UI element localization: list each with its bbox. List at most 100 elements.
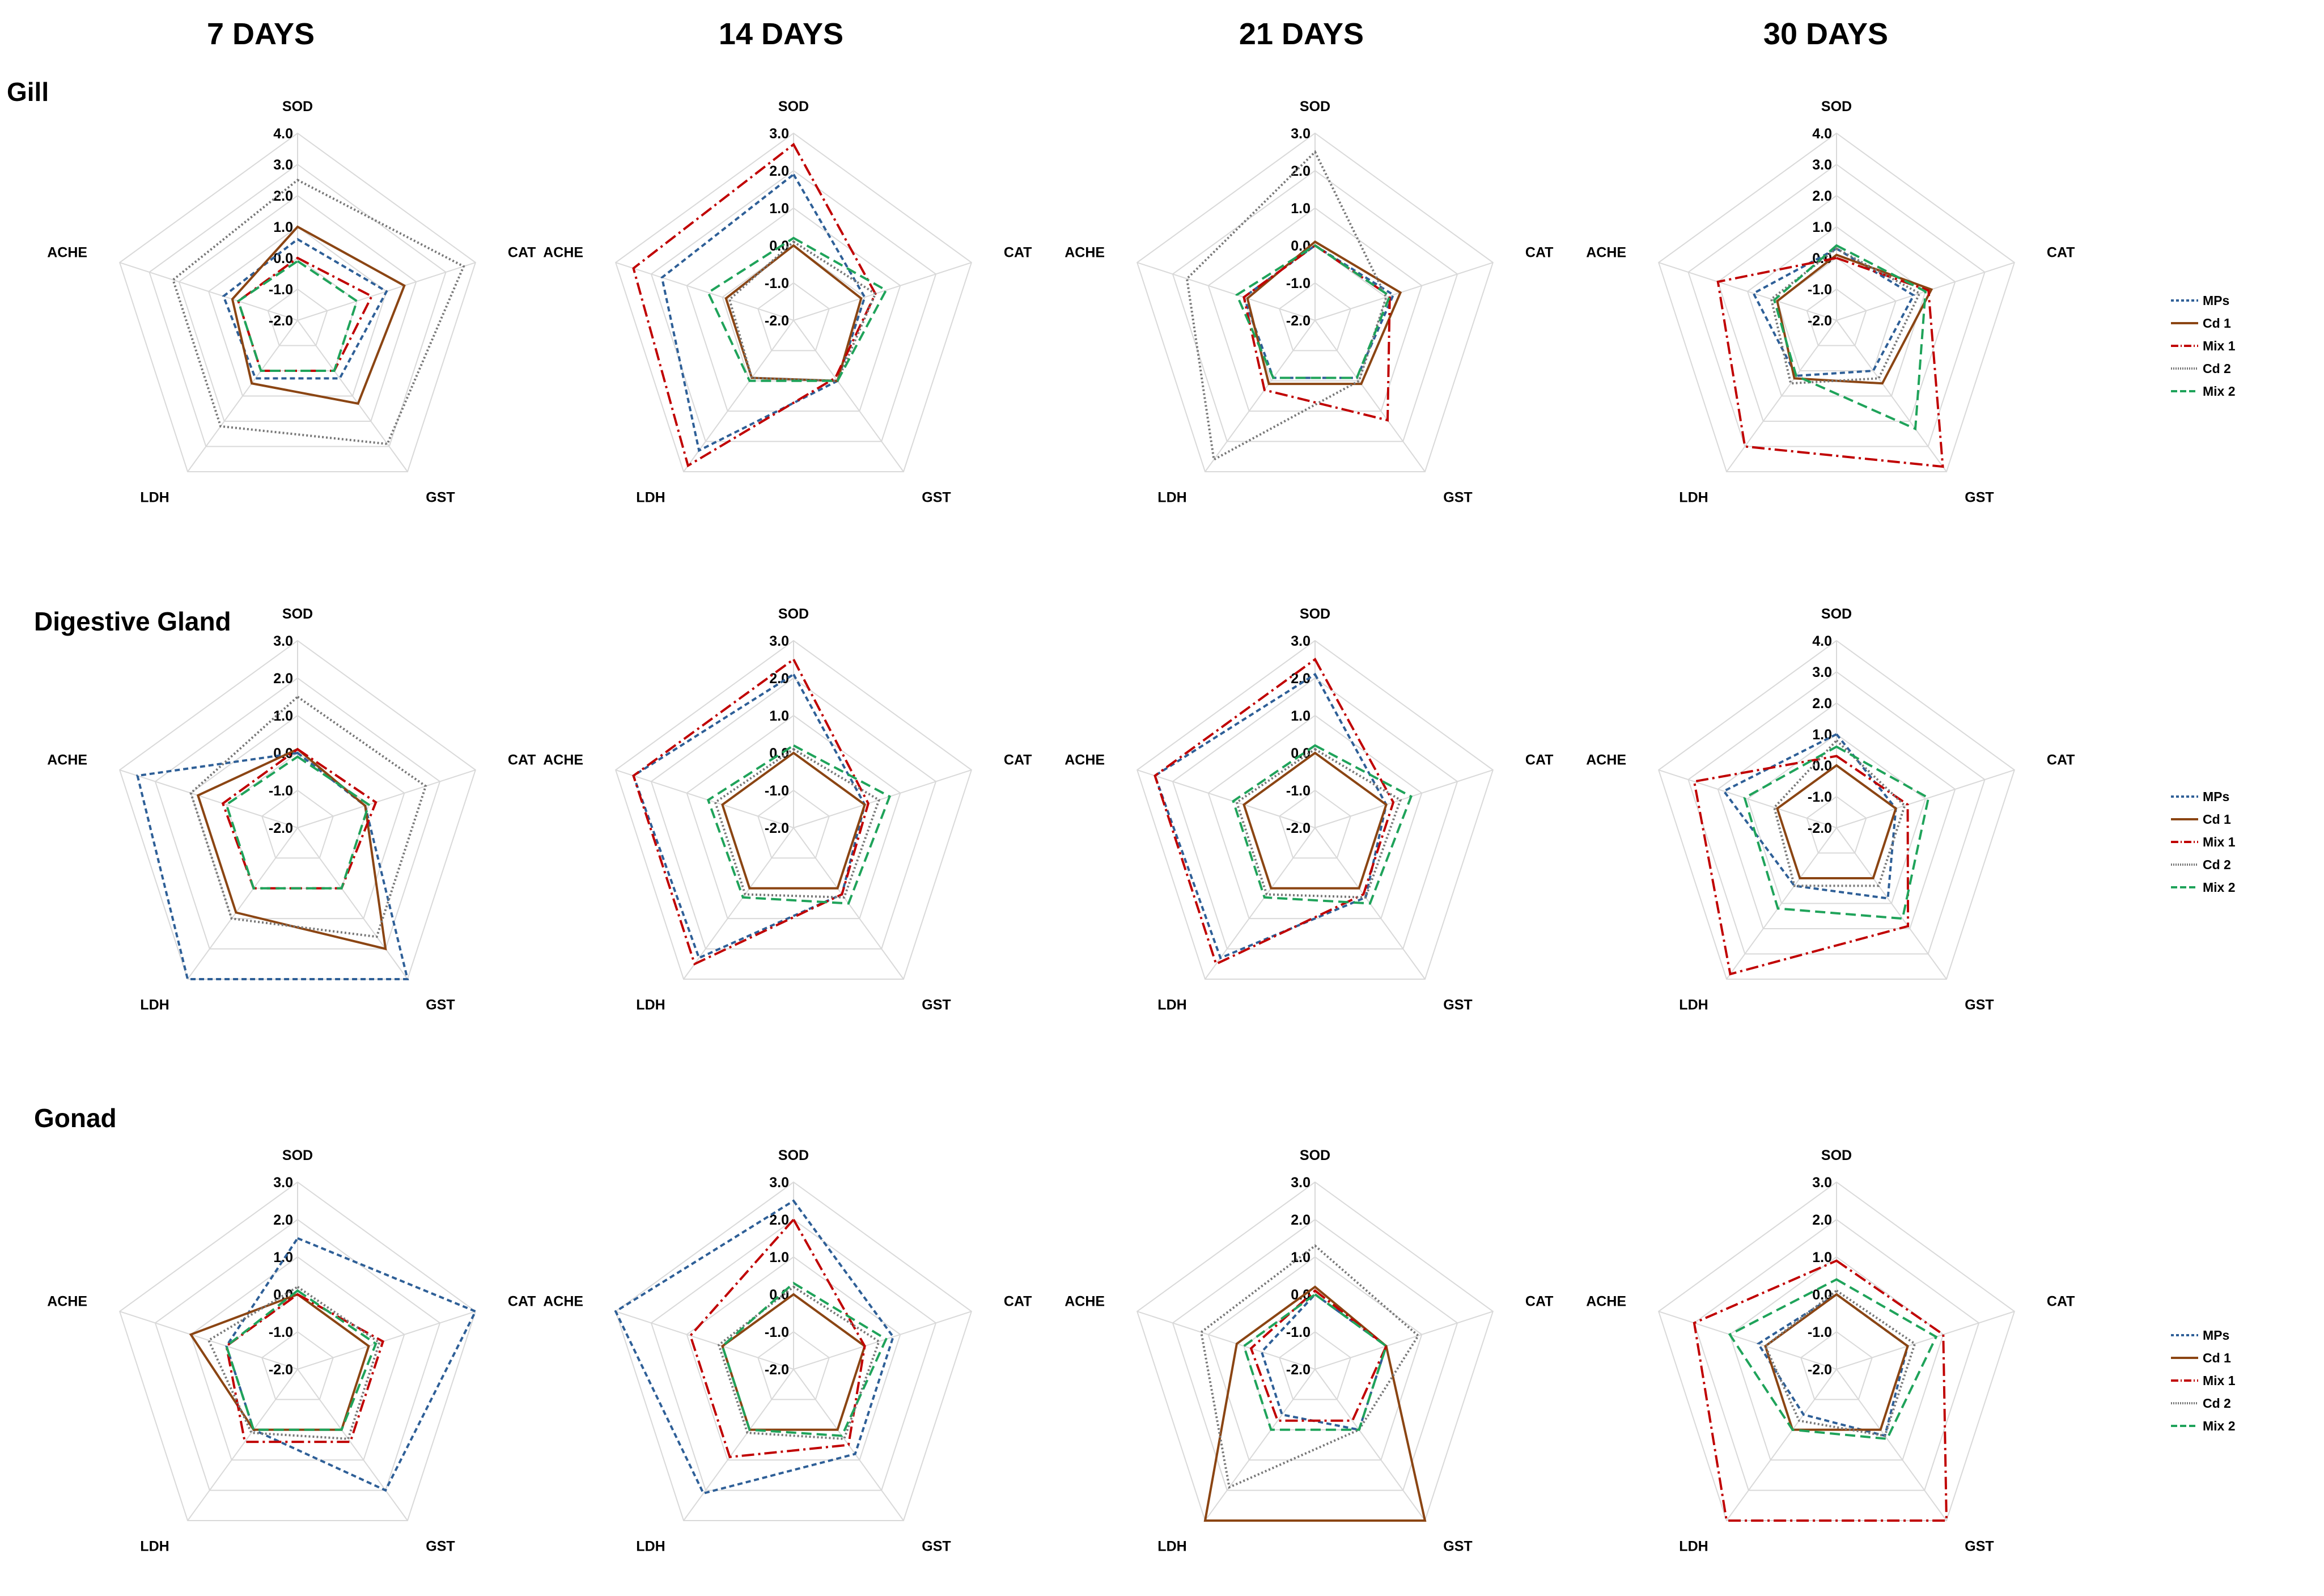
legend-label: Mix 1 — [2203, 338, 2236, 353]
series-mps — [660, 172, 866, 452]
series-cd-2 — [189, 695, 427, 938]
axis-label-ldh: LDH — [140, 997, 169, 1013]
series-mix-1 — [237, 256, 374, 372]
axis-label-ache: ACHE — [543, 1293, 583, 1309]
axis-spoke — [793, 320, 904, 472]
legend-item-mix-1: Mix 1 — [2171, 338, 2236, 353]
grid-ring — [1172, 170, 1458, 442]
series-mix-1 — [225, 1293, 385, 1443]
axis-spoke — [1205, 320, 1316, 472]
tick-label: 2.0 — [1812, 696, 1832, 712]
grid-ring — [650, 170, 937, 442]
axis-spoke — [1726, 1369, 1837, 1521]
grid-ring — [1693, 1218, 1980, 1491]
axis-label-cat: CAT — [1004, 752, 1032, 768]
series-cd-2 — [1763, 1289, 1916, 1437]
axis-label-ache: ACHE — [1065, 1293, 1105, 1309]
grid-ring — [1717, 702, 1956, 929]
grid-ring — [154, 1218, 441, 1491]
grid-ring — [1687, 163, 1986, 447]
axis-label-gst: GST — [1443, 489, 1472, 505]
axis-spoke — [1836, 769, 2015, 828]
axis-spoke — [1658, 262, 1837, 321]
legend-item-cd-1: Cd 1 — [2171, 1351, 2231, 1365]
tick-label: 1.0 — [1291, 708, 1311, 724]
tick-label: -2.0 — [1808, 313, 1832, 329]
tick-label: -1.0 — [765, 783, 789, 799]
series-mix-2 — [1232, 744, 1413, 905]
axis-label-gst: GST — [922, 997, 951, 1013]
legends: MPs Cd 1 Mix 1 Cd 2 Mix 2 MPs Cd 1 Mix 1 Cd 2 Mix… — [2171, 293, 2236, 1433]
series-cd-2 — [1185, 150, 1388, 462]
tick-label: 3.0 — [1291, 1175, 1311, 1191]
axis-spoke — [1836, 1311, 2015, 1370]
axis-label-ache: ACHE — [47, 1293, 87, 1309]
tick-label: 2.0 — [273, 1212, 293, 1228]
grid-ring — [149, 163, 447, 447]
tick-label: 3.0 — [1291, 126, 1311, 142]
tick-label: -1.0 — [269, 1324, 293, 1340]
axis-spoke — [119, 1311, 298, 1370]
axis-label-cat: CAT — [508, 244, 536, 260]
grid-ring — [686, 1256, 901, 1461]
legend-label: Mix 1 — [2203, 835, 2236, 849]
tick-label: -2.0 — [269, 313, 293, 329]
legend-item-cd-2: Cd 2 — [2171, 857, 2231, 872]
legend-item-mps: MPs — [2171, 789, 2229, 804]
tick-label: -1.0 — [1808, 1324, 1832, 1340]
tick-label: -1.0 — [269, 783, 293, 799]
axis-spoke — [297, 320, 408, 472]
series-mix-2 — [1235, 244, 1392, 379]
tick-label: -1.0 — [765, 276, 789, 291]
radar-chart-gill-7-days: 4.0 3.0 2.0 1.0 0.0 -1.0 -2.0 SOD CAT GST LDH ACHE — [47, 99, 536, 505]
legend-item-mix-1: Mix 1 — [2171, 835, 2236, 849]
legend-label: Cd 2 — [2203, 1396, 2231, 1411]
legend-item-mps: MPs — [2171, 293, 2229, 308]
axis-spoke — [297, 1311, 476, 1370]
tick-label: -1.0 — [1808, 282, 1832, 298]
series-mix-2 — [1772, 244, 1927, 431]
series-mix-2 — [1242, 1293, 1388, 1431]
axis-label-gst: GST — [426, 1538, 455, 1554]
series-mix-1 — [632, 142, 877, 468]
series-mix-1 — [1693, 755, 1910, 976]
axis-spoke — [793, 1311, 972, 1370]
tick-label: 1.0 — [1812, 1250, 1832, 1265]
axis-label-sod: SOD — [1300, 606, 1330, 622]
grid-ring — [614, 1181, 973, 1521]
tick-label: 0.0 — [273, 251, 293, 266]
axis-label-ldh: LDH — [636, 1538, 665, 1554]
series-mps — [222, 238, 388, 380]
series-mps — [1757, 1293, 1909, 1437]
tick-label: 2.0 — [769, 671, 789, 687]
column-title-30-days: 30 DAYS — [1763, 17, 1888, 51]
series-cd-1 — [196, 748, 387, 951]
row-title-gill: Gill — [7, 77, 49, 107]
axis-spoke — [187, 1369, 298, 1521]
axis-label-sod: SOD — [1821, 1148, 1852, 1163]
column-titles: 7 DAYS 14 DAYS 21 DAYS 30 DAYS — [207, 17, 1888, 51]
tick-label: 2.0 — [1291, 1212, 1311, 1228]
axis-spoke — [615, 1311, 794, 1370]
grid-ring — [1172, 1218, 1458, 1491]
axis-label-cat: CAT — [1525, 1293, 1554, 1309]
axis-spoke — [119, 262, 298, 321]
radar-charts: 4.03.02.01.00.0-1.0-2.0SODCATGSTLDHACHE3… — [47, 99, 2075, 1554]
tick-label: -1.0 — [269, 282, 293, 298]
legend-item-mix-2: Mix 2 — [2171, 1419, 2236, 1433]
axis-label-gst: GST — [922, 1538, 951, 1554]
grid-ring — [650, 1218, 937, 1491]
series-mix-1 — [689, 1217, 866, 1458]
series-cd-1 — [1776, 764, 1897, 879]
axis-label-sod: SOD — [778, 606, 809, 622]
axis-spoke — [683, 1369, 794, 1521]
tick-label: 3.0 — [1812, 157, 1832, 173]
series-cd-1 — [231, 225, 406, 405]
grid-ring — [1172, 677, 1458, 950]
axis-spoke — [1205, 1369, 1316, 1521]
axis-spoke — [119, 769, 298, 828]
axis-label-sod: SOD — [778, 1148, 809, 1163]
legend-label: Mix 2 — [2203, 1419, 2236, 1433]
